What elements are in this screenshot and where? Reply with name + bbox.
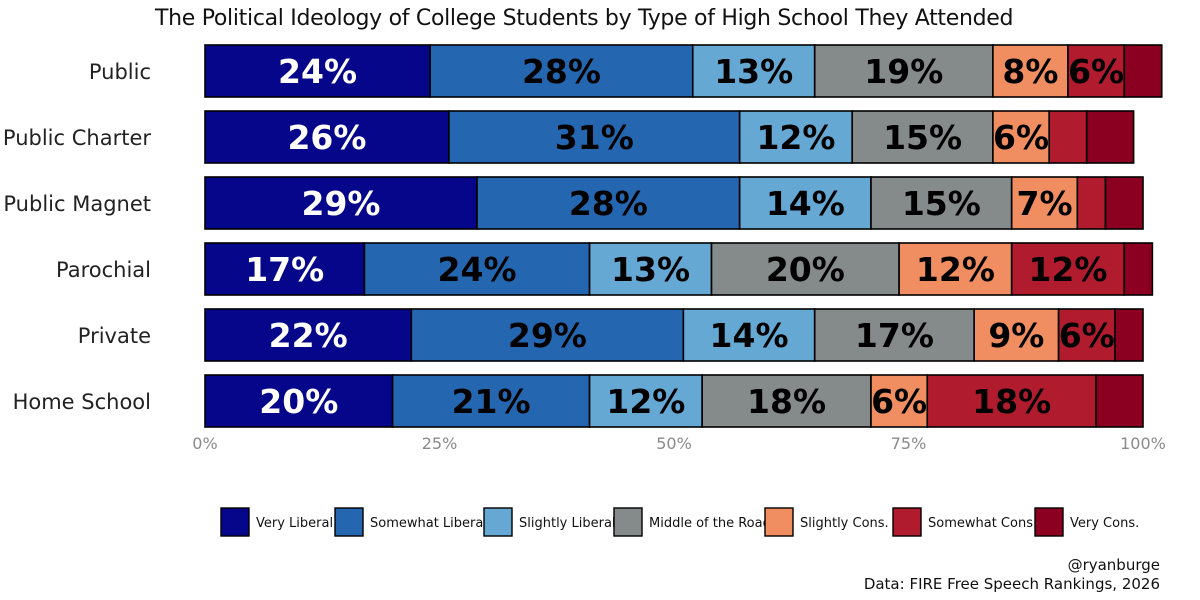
data-label-public-charter-slightly-cons: 6% (993, 118, 1049, 157)
bar-parochial-somewhat-liberal (363, 242, 591, 296)
legend-swatch-somewhat-cons (892, 507, 922, 537)
x-tick-label-75: 75% (891, 434, 927, 453)
data-label-private-very-liberal: 22% (269, 316, 348, 355)
legend-label-slightly-cons: Slightly Cons. (800, 516, 889, 531)
data-label-private-somewhat-liberal: 29% (508, 316, 587, 355)
data-label-parochial-slightly-cons: 12% (916, 250, 995, 289)
bar-home-school-slightly-cons (870, 374, 929, 428)
category-label-home-school: Home School (13, 390, 151, 414)
bar-public-magnet-somewhat-cons (1076, 176, 1107, 230)
data-label-parochial-somewhat-cons: 12% (1028, 250, 1107, 289)
bar-parochial-slightly-liberal (588, 242, 713, 296)
data-source: Data: FIRE Free Speech Rankings, 2026 (863, 575, 1160, 593)
category-label-private: Private (78, 324, 151, 348)
bar-parochial-very-liberal (204, 242, 366, 296)
bar-private-slightly-liberal (682, 308, 816, 362)
data-label-home-school-somewhat-liberal: 21% (452, 382, 531, 421)
data-label-public-magnet-very-liberal: 29% (302, 184, 381, 223)
data-label-public-charter-middle-of-the-road: 15% (883, 118, 962, 157)
bar-public-charter-somewhat-cons (1048, 110, 1088, 164)
data-label-public-magnet-slightly-liberal: 14% (766, 184, 845, 223)
bar-private-very-liberal (204, 308, 413, 362)
data-label-private-somewhat-cons: 6% (1059, 316, 1115, 355)
legend-label-somewhat-cons: Somewhat Cons. (928, 516, 1037, 531)
legend-swatch-middle-of-the-road (613, 507, 643, 537)
bar-home-school-slightly-liberal (588, 374, 703, 428)
legend-swatch-somewhat-liberal (334, 507, 364, 537)
bar-public-somewhat-liberal (429, 44, 694, 98)
data-label-public-magnet-middle-of-the-road: 15% (902, 184, 981, 223)
bar-public-magnet-somewhat-liberal (476, 176, 741, 230)
bar-private-very-cons (1114, 308, 1144, 362)
data-label-private-middle-of-the-road: 17% (855, 316, 934, 355)
data-label-public-slightly-cons: 8% (1002, 52, 1058, 91)
bar-public-somewhat-cons (1067, 44, 1126, 98)
bar-public-charter-slightly-liberal (738, 110, 854, 164)
data-label-public-somewhat-cons: 6% (1068, 52, 1124, 91)
data-label-public-somewhat-liberal: 28% (522, 52, 601, 91)
data-label-home-school-slightly-cons: 6% (871, 382, 927, 421)
data-label-public-magnet-somewhat-liberal: 28% (569, 184, 648, 223)
bar-private-middle-of-the-road (813, 308, 975, 362)
author-handle: @ryanburge (1067, 556, 1160, 574)
bar-parochial-somewhat-cons (1010, 242, 1126, 296)
bar-public-middle-of-the-road (813, 44, 994, 98)
bar-private-somewhat-liberal (410, 308, 685, 362)
bar-home-school-very-liberal (204, 374, 394, 428)
data-label-parochial-middle-of-the-road: 20% (766, 250, 845, 289)
legend-label-slightly-liberal: Slightly Liberal (519, 516, 616, 531)
legend-label-very-liberal: Very Liberal (256, 516, 333, 531)
bar-public-charter-slightly-cons (992, 110, 1050, 164)
bar-public-charter-middle-of-the-road (851, 110, 994, 164)
category-label-public: Public (89, 60, 151, 84)
bar-public-magnet-middle-of-the-road (870, 176, 1013, 230)
data-label-parochial-slightly-liberal: 13% (611, 250, 690, 289)
bar-parochial-very-cons (1123, 242, 1154, 296)
x-tick-label-100: 100% (1120, 434, 1166, 453)
bar-public-slightly-liberal (691, 44, 816, 98)
chart-title: The Political Ideology of College Studen… (155, 6, 1014, 31)
data-label-public-middle-of-the-road: 19% (864, 52, 943, 91)
data-label-public-slightly-liberal: 13% (714, 52, 793, 91)
data-label-public-magnet-slightly-cons: 7% (1016, 184, 1072, 223)
legend-swatch-slightly-liberal (483, 507, 513, 537)
data-label-parochial-somewhat-liberal: 24% (438, 250, 517, 289)
data-label-home-school-very-liberal: 20% (259, 382, 338, 421)
legend-label-middle-of-the-road: Middle of the Road (649, 516, 771, 531)
legend-label-very-cons: Very Cons. (1070, 516, 1139, 531)
data-label-home-school-somewhat-cons: 18% (972, 382, 1051, 421)
bar-public-magnet-very-cons (1104, 176, 1144, 230)
bar-parochial-slightly-cons (898, 242, 1013, 296)
bar-public-very-cons (1123, 44, 1163, 98)
x-tick-label-50: 50% (656, 434, 692, 453)
bar-public-slightly-cons (992, 44, 1069, 98)
data-label-home-school-slightly-liberal: 12% (606, 382, 685, 421)
category-label-parochial: Parochial (56, 258, 151, 282)
data-label-public-charter-slightly-liberal: 12% (756, 118, 835, 157)
bar-public-magnet-slightly-cons (1010, 176, 1079, 230)
data-label-public-charter-somewhat-liberal: 31% (555, 118, 634, 157)
category-label-public-magnet: Public Magnet (3, 192, 151, 216)
data-label-private-slightly-liberal: 14% (710, 316, 789, 355)
legend-swatch-very-liberal (220, 507, 250, 537)
bar-public-charter-somewhat-liberal (448, 110, 741, 164)
bar-public-magnet-very-liberal (204, 176, 478, 230)
bar-public-charter-very-cons (1085, 110, 1135, 164)
legend-swatch-slightly-cons (764, 507, 794, 537)
legend-label-somewhat-liberal: Somewhat Liberal (370, 516, 487, 531)
data-label-home-school-middle-of-the-road: 18% (747, 382, 826, 421)
x-tick-label-25: 25% (422, 434, 458, 453)
data-label-public-very-liberal: 24% (278, 52, 357, 91)
category-label-public-charter: Public Charter (3, 126, 151, 150)
x-tick-label-0: 0% (192, 434, 217, 453)
legend-swatch-very-cons (1034, 507, 1064, 537)
bar-public-magnet-slightly-liberal (738, 176, 872, 230)
bar-home-school-somewhat-liberal (391, 374, 591, 428)
data-label-private-slightly-cons: 9% (988, 316, 1044, 355)
bar-public-very-liberal (204, 44, 431, 98)
data-label-public-charter-very-liberal: 26% (287, 118, 366, 157)
data-label-parochial-very-liberal: 17% (245, 250, 324, 289)
bar-home-school-very-cons (1095, 374, 1144, 428)
